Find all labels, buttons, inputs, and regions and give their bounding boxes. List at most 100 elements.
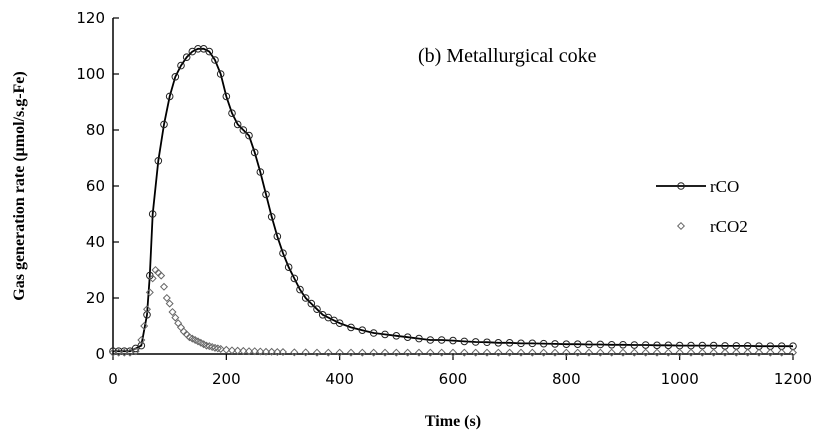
- data-point-rCO2: [652, 348, 662, 357]
- y-tick-label: 120: [76, 9, 105, 27]
- legend-label-rCO2: rCO2: [710, 217, 748, 236]
- data-point-rCO: [211, 56, 219, 64]
- y-tick-label: 100: [76, 65, 105, 83]
- data-point-rCO2: [630, 348, 639, 357]
- data-point-rCO: [573, 340, 582, 349]
- data-point-rCO2: [754, 348, 764, 357]
- data-point-rCO2: [346, 348, 356, 357]
- data-point-rCO2: [208, 342, 217, 352]
- data-point-rCO2: [256, 347, 265, 356]
- data-point-rCO2: [426, 348, 435, 357]
- series-rCO2: [108, 265, 798, 357]
- data-point-rCO: [358, 326, 367, 335]
- series-rCO: [109, 45, 797, 356]
- data-point-rCO: [273, 232, 282, 241]
- data-point-rCO2: [709, 348, 718, 357]
- data-point-rCO2: [239, 346, 248, 355]
- data-point-rCO2: [157, 271, 166, 280]
- data-point-rCO: [154, 157, 163, 165]
- data-point-rCO2: [494, 348, 503, 357]
- data-point-rCO: [585, 340, 593, 349]
- data-point-rCO2: [686, 348, 696, 357]
- data-point-rCO2: [698, 348, 707, 357]
- data-point-rCO: [562, 340, 571, 349]
- data-point-rCO: [222, 92, 231, 101]
- data-point-rCO2: [131, 347, 140, 356]
- data-point-rCO2: [788, 348, 798, 357]
- data-point-rCO: [607, 340, 616, 349]
- data-point-rCO2: [414, 348, 424, 357]
- data-point-rCO2: [140, 321, 149, 331]
- data-point-rCO: [619, 340, 627, 349]
- data-point-rCO2: [720, 348, 730, 357]
- data-point-rCO2: [618, 348, 628, 357]
- data-point-rCO2: [584, 348, 594, 357]
- legend-label-rCO: rCO: [710, 177, 739, 196]
- data-point-rCO2: [324, 348, 333, 357]
- data-point-rCO2: [120, 348, 129, 357]
- data-point-rCO: [596, 340, 605, 349]
- data-point-rCO: [194, 45, 202, 53]
- data-point-rCO2: [596, 348, 605, 357]
- data-point-rCO: [335, 319, 344, 328]
- data-point-rCO2: [482, 348, 492, 357]
- data-point-rCO: [539, 339, 548, 348]
- legend: rCO rCO2: [656, 177, 748, 236]
- data-point-rCO: [483, 338, 491, 347]
- data-point-rCO2: [743, 348, 752, 357]
- data-point-rCO: [392, 332, 401, 340]
- data-point-rCO: [177, 61, 185, 70]
- data-point-rCO: [517, 339, 525, 348]
- data-point-rCO2: [233, 346, 242, 355]
- data-point-rCO2: [369, 348, 378, 357]
- data-point-rCO: [228, 109, 236, 117]
- series-layer: [108, 45, 798, 357]
- x-tick-label: 800: [552, 370, 581, 388]
- data-point-rCO2: [675, 348, 684, 357]
- data-point-rCO2: [244, 347, 254, 356]
- data-point-rCO: [239, 126, 248, 134]
- data-point-rCO: [256, 168, 265, 176]
- data-point-rCO: [296, 285, 304, 294]
- data-point-rCO2: [162, 293, 171, 303]
- data-point-rCO: [165, 92, 174, 101]
- y-tick-label: 20: [86, 289, 105, 307]
- data-point-rCO: [148, 210, 157, 218]
- data-point-rCO2: [392, 348, 401, 357]
- data-point-rCO: [437, 336, 446, 344]
- data-point-rCO2: [216, 344, 225, 353]
- y-tick-label: 0: [95, 345, 105, 363]
- data-point-rCO2: [471, 348, 480, 357]
- data-point-rCO2: [267, 347, 276, 356]
- data-point-rCO2: [573, 348, 582, 357]
- data-point-rCO: [245, 131, 253, 140]
- data-point-rCO2: [168, 307, 177, 317]
- data-point-rCO2: [261, 347, 271, 356]
- data-point-rCO2: [550, 348, 560, 357]
- data-point-rCO: [641, 341, 650, 349]
- data-point-rCO: [233, 120, 242, 129]
- data-point-rCO: [143, 311, 151, 319]
- data-point-rCO: [307, 299, 316, 308]
- data-point-rCO: [449, 336, 457, 345]
- y-tick-label: 40: [86, 233, 105, 251]
- data-point-rCO2: [732, 348, 741, 357]
- data-point-rCO2: [380, 348, 390, 357]
- data-point-rCO2: [664, 348, 673, 357]
- y-axis-title: Gas generation rate (μmol/s.g-Fe): [11, 71, 28, 300]
- data-point-rCO: [347, 323, 355, 332]
- data-point-rCO: [494, 339, 503, 347]
- x-tick-label: 600: [439, 370, 468, 388]
- data-point-rCO2: [205, 342, 214, 351]
- data-point-rCO: [182, 53, 191, 62]
- data-point-rCO2: [607, 348, 616, 357]
- data-point-rCO2: [213, 344, 222, 353]
- data-point-rCO2: [222, 345, 231, 354]
- data-point-rCO2: [273, 348, 282, 357]
- data-point-rCO: [471, 338, 480, 346]
- data-point-rCO: [279, 249, 287, 257]
- plot-area: 0 20 40 60 80 100 120 0 200 400 600 800 1000 1200: [76, 9, 812, 388]
- data-point-rCO: [403, 333, 412, 342]
